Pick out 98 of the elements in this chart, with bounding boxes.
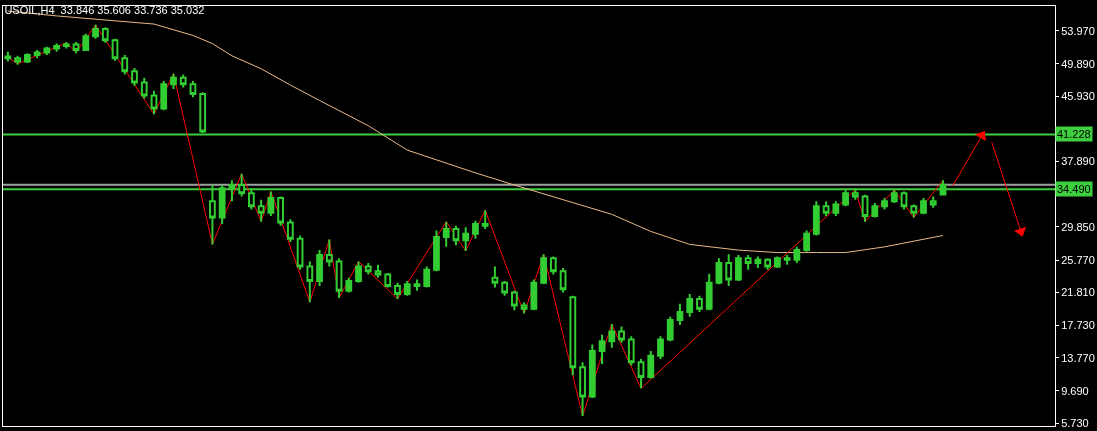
y-tick-label: 37.890 [1061, 155, 1095, 168]
candlestick [131, 66, 138, 87]
candlestick [72, 40, 80, 55]
candlestick [92, 23, 99, 40]
candlestick [871, 201, 879, 219]
candlestick [881, 197, 888, 211]
candlestick [705, 272, 713, 312]
candlestick [520, 301, 528, 315]
candlestick [481, 209, 489, 230]
candlestick [325, 238, 333, 268]
candlestick [394, 281, 401, 300]
candlestick [53, 42, 60, 53]
candlestick [423, 265, 431, 289]
y-tick-label: 29.850 [1061, 220, 1095, 233]
candlestick [364, 262, 372, 276]
candlestick [179, 73, 187, 89]
candlestick [686, 293, 694, 318]
ref-line-label: 34.490 [1057, 183, 1091, 195]
candlestick [696, 294, 703, 313]
candlestick [4, 50, 12, 63]
candlestick [511, 289, 518, 312]
candlestick [725, 253, 733, 287]
candlestick [920, 197, 927, 216]
candlestick [861, 193, 869, 223]
candlestick [150, 89, 158, 116]
candlestick [715, 257, 723, 286]
candlestick [374, 263, 382, 279]
y-tick-label: 9.690 [1061, 384, 1089, 397]
candlestick [82, 32, 90, 52]
candlestick [627, 335, 635, 367]
candlestick [355, 260, 362, 284]
candlestick [579, 361, 586, 417]
candlestick [267, 190, 275, 217]
candlestick [832, 200, 840, 217]
candlestick [588, 343, 596, 400]
candlestick [735, 253, 742, 283]
candlestick [637, 358, 645, 390]
candlestick [812, 200, 820, 237]
candlestick [793, 245, 801, 265]
y-tick-label: 49.890 [1061, 57, 1095, 70]
candlestick [647, 349, 655, 380]
candlestick [910, 203, 918, 219]
candlestick [549, 255, 557, 276]
candlestick [491, 265, 499, 289]
candlestick [62, 40, 70, 50]
candlestick [754, 255, 762, 269]
candlestick [540, 253, 547, 286]
candlestick [442, 220, 450, 248]
candlestick [413, 278, 421, 292]
y-tick-label: 13.770 [1061, 351, 1095, 364]
candlestick [744, 253, 752, 271]
candlestick [121, 53, 129, 76]
candlestick [618, 325, 625, 344]
candlestick [14, 54, 21, 66]
candlestick [433, 229, 440, 273]
y-tick-label: 21.810 [1061, 286, 1095, 299]
candlestick [774, 255, 781, 269]
candlestick [403, 280, 411, 297]
candlestick [530, 278, 538, 312]
candlestick [277, 195, 284, 227]
candlestick [598, 333, 606, 365]
y-tick-label: 25.770 [1061, 253, 1095, 266]
candlestick [257, 198, 265, 223]
y-tick-label: 5.730 [1061, 416, 1089, 429]
line-series [7, 24, 944, 417]
candlestick [608, 323, 616, 349]
candlestick [160, 79, 168, 112]
candlestick [384, 271, 392, 289]
candlestick [822, 200, 830, 217]
candlestick [462, 226, 470, 252]
candlestick [472, 219, 479, 240]
candlestick [335, 257, 343, 300]
candlestick [140, 76, 148, 100]
candlestick [452, 224, 460, 247]
ref-line-label: 41.228 [1057, 128, 1091, 140]
candlestick [657, 335, 664, 361]
chart-title: USOIL,H4 33.846 35.606 33.736 35.032 [4, 4, 205, 17]
candlestick [170, 72, 177, 91]
candlestick [764, 257, 772, 271]
candlestick [345, 276, 353, 294]
candlestick [676, 302, 684, 326]
candlestick [101, 26, 109, 44]
candlestick [569, 294, 577, 377]
y-tick-label: 53.970 [1061, 24, 1095, 37]
candlestick [189, 79, 197, 99]
candlestick [43, 45, 51, 56]
candlestick [803, 229, 810, 253]
candlestick [929, 195, 937, 209]
candlestick [23, 52, 31, 65]
candlestick [666, 315, 674, 343]
y-tick-label: 17.730 [1061, 319, 1095, 332]
candlestick [306, 260, 314, 304]
candlestick [559, 267, 567, 294]
candlestick [316, 249, 323, 287]
candlestick [501, 280, 509, 297]
y-tick-label: 45.930 [1061, 90, 1095, 103]
candlestick [286, 218, 294, 243]
candlestick [783, 253, 791, 266]
